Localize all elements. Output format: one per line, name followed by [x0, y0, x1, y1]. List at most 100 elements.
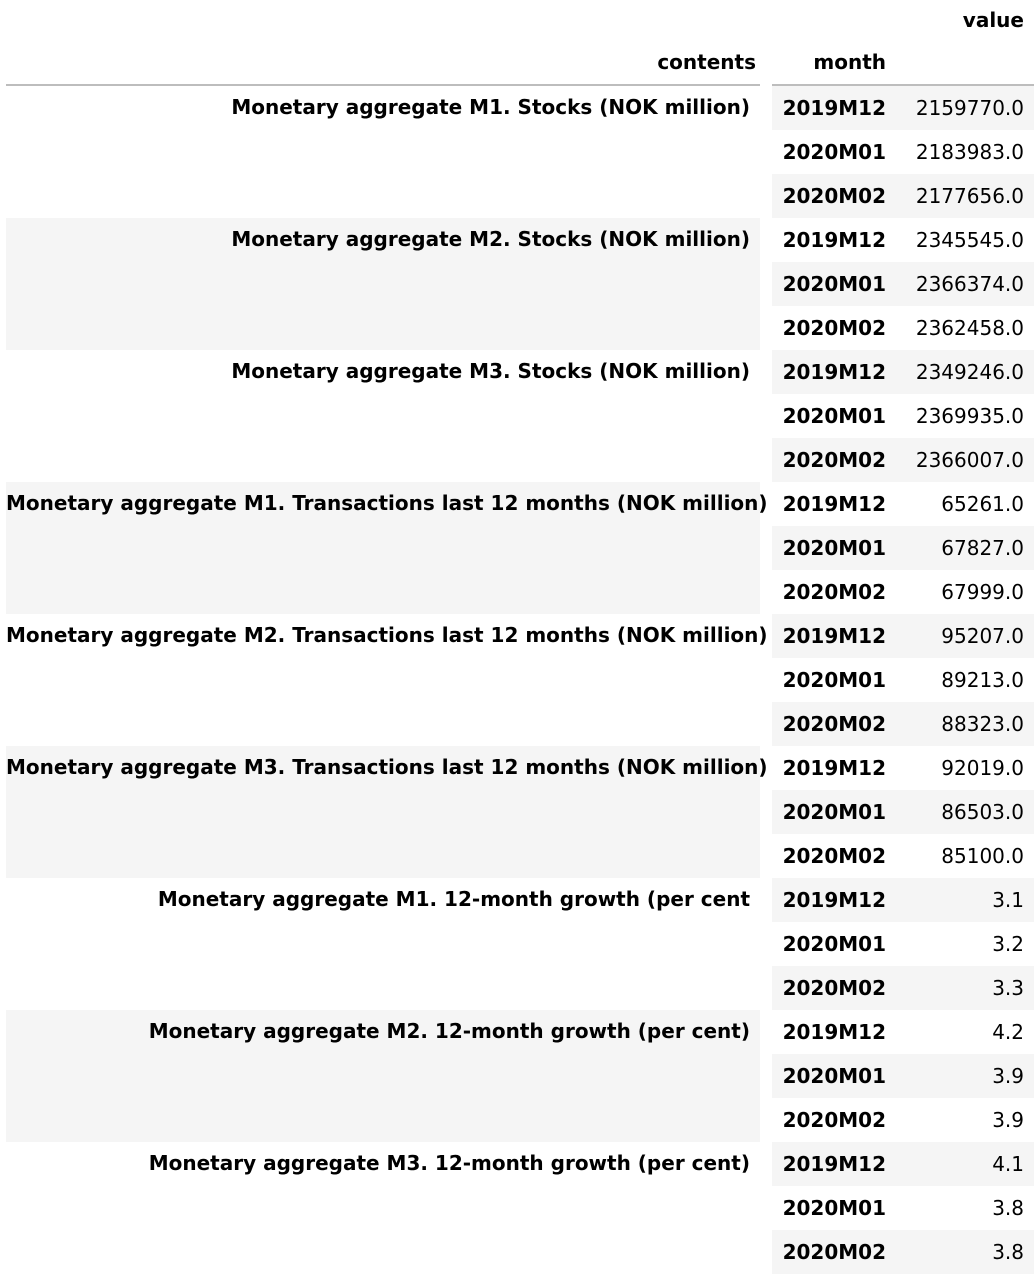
row-index-month: 2020M01 [760, 1054, 896, 1098]
index-name-contents: contents [6, 40, 766, 86]
header-row-index-names: contents month [6, 40, 1034, 86]
header-blank [766, 0, 896, 40]
row-index-contents: Monetary aggregate M1. 12-month growth (… [6, 878, 766, 1010]
row-index-month: 2019M12 [760, 746, 896, 790]
cell-value: 2366007.0 [896, 438, 1034, 482]
row-index-month: 2020M01 [760, 658, 896, 702]
cell-value: 3.2 [896, 922, 1034, 966]
cell-value: 3.9 [896, 1098, 1034, 1142]
table-row: Monetary aggregate M3. 12-month growth (… [6, 1142, 1034, 1274]
table-row: 2020M02 3.8 [6, 1230, 1034, 1274]
row-index-month: 2020M01 [760, 262, 896, 306]
cell-value: 3.9 [896, 1054, 1034, 1098]
table-body: Monetary aggregate M1. Stocks (NOK milli… [6, 85, 1034, 1274]
row-index-month: 2019M12 [760, 1010, 896, 1054]
row-index-month: 2020M02 [760, 174, 896, 218]
table-row: 2020M01 67827.0 [6, 526, 1034, 570]
table-row: Monetary aggregate M3. Transactions last… [6, 746, 1034, 878]
cell-value: 67827.0 [896, 526, 1034, 570]
cell-value: 2366374.0 [896, 262, 1034, 306]
table-row: Monetary aggregate M1. 12-month growth (… [6, 878, 1034, 1010]
cell-value: 92019.0 [896, 746, 1034, 790]
table-row: 2020M01 2183983.0 [6, 130, 1034, 174]
row-index-contents: Monetary aggregate M3. Stocks (NOK milli… [6, 350, 766, 482]
row-index-month: 2020M02 [760, 966, 896, 1010]
cell-value: 2349246.0 [896, 350, 1034, 394]
row-index-month: 2019M12 [760, 1142, 896, 1186]
row-index-contents: Monetary aggregate M1. Stocks (NOK milli… [6, 85, 766, 218]
table-row: 2020M02 3.3 [6, 966, 1034, 1010]
row-index-month: 2020M02 [760, 702, 896, 746]
header-blank [896, 40, 1034, 86]
row-index-month: 2019M12 [760, 85, 896, 130]
table-row: 2020M02 67999.0 [6, 570, 1034, 614]
table-row: 2020M01 3.2 [6, 922, 1034, 966]
table-row: Monetary aggregate M2. Stocks (NOK milli… [6, 218, 1034, 350]
row-index-month: 2020M01 [760, 130, 896, 174]
table-row: 2020M01 2366374.0 [6, 262, 1034, 306]
table-row: 2020M02 2366007.0 [6, 438, 1034, 482]
table-row: Monetary aggregate M2. 12-month growth (… [6, 1010, 1034, 1142]
row-index-month: 2019M12 [760, 350, 896, 394]
cell-value: 2362458.0 [896, 306, 1034, 350]
cell-value: 2183983.0 [896, 130, 1034, 174]
row-index-month: 2020M01 [760, 1186, 896, 1230]
cell-value: 2345545.0 [896, 218, 1034, 262]
table-header: value contents month [6, 0, 1034, 86]
table-row: 2020M02 85100.0 [6, 834, 1034, 878]
header-row-columns: value [6, 0, 1034, 40]
cell-value: 65261.0 [896, 482, 1034, 526]
row-index-month: 2020M02 [760, 1098, 896, 1142]
table-row: 2020M02 3.9 [6, 1098, 1034, 1142]
cell-value: 86503.0 [896, 790, 1034, 834]
cell-value: 2177656.0 [896, 174, 1034, 218]
row-index-month: 2020M01 [760, 394, 896, 438]
row-index-month: 2020M01 [760, 790, 896, 834]
row-index-contents: Monetary aggregate M1. Transactions last… [6, 482, 768, 614]
cell-value: 67999.0 [896, 570, 1034, 614]
row-index-contents: Monetary aggregate M2. Stocks (NOK milli… [6, 218, 766, 350]
table-row: 2020M01 86503.0 [6, 790, 1034, 834]
table-row: 2020M01 3.8 [6, 1186, 1034, 1230]
cell-value: 3.1 [896, 878, 1034, 922]
row-index-month: 2020M02 [760, 1230, 896, 1274]
table-row: 2020M01 89213.0 [6, 658, 1034, 702]
dataframe-table: value contents month Monetary aggregate … [6, 0, 1034, 1274]
row-index-month: 2019M12 [760, 878, 896, 922]
cell-value: 2159770.0 [896, 85, 1034, 130]
table-row: Monetary aggregate M1. Stocks (NOK milli… [6, 85, 1034, 218]
row-index-month: 2019M12 [760, 482, 896, 526]
table-row: Monetary aggregate M1. Transactions last… [6, 482, 1034, 614]
row-index-month: 2020M02 [760, 438, 896, 482]
table-row: 2020M02 2362458.0 [6, 306, 1034, 350]
table-row: 2020M02 2177656.0 [6, 174, 1034, 218]
header-blank [6, 0, 766, 40]
index-name-month: month [766, 40, 896, 86]
cell-value: 3.8 [896, 1186, 1034, 1230]
cell-value: 88323.0 [896, 702, 1034, 746]
cell-value: 3.3 [896, 966, 1034, 1010]
cell-value: 4.2 [896, 1010, 1034, 1054]
cell-value: 89213.0 [896, 658, 1034, 702]
column-header-value: value [962, 8, 1024, 32]
cell-value: 4.1 [896, 1142, 1034, 1186]
row-index-month: 2020M02 [760, 306, 896, 350]
row-index-month: 2020M01 [760, 526, 896, 570]
row-index-month: 2020M02 [760, 570, 896, 614]
table-row: 2020M02 88323.0 [6, 702, 1034, 746]
table-row: Monetary aggregate M2. Transactions last… [6, 614, 1034, 746]
row-index-month: 2020M01 [760, 922, 896, 966]
row-index-month: 2020M02 [760, 834, 896, 878]
table-row: 2020M01 2369935.0 [6, 394, 1034, 438]
table-row: 2020M01 3.9 [6, 1054, 1034, 1098]
row-index-contents: Monetary aggregate M3. 12-month growth (… [6, 1142, 766, 1274]
row-index-contents: Monetary aggregate M2. 12-month growth (… [6, 1010, 766, 1142]
row-index-contents: Monetary aggregate M2. Transactions last… [6, 614, 768, 746]
cell-value: 95207.0 [896, 614, 1034, 658]
table-row: Monetary aggregate M3. Stocks (NOK milli… [6, 350, 1034, 482]
cell-value: 85100.0 [896, 834, 1034, 878]
row-index-month: 2019M12 [760, 218, 896, 262]
row-index-month: 2019M12 [760, 614, 896, 658]
cell-value: 3.8 [896, 1230, 1034, 1274]
cell-value: 2369935.0 [896, 394, 1034, 438]
